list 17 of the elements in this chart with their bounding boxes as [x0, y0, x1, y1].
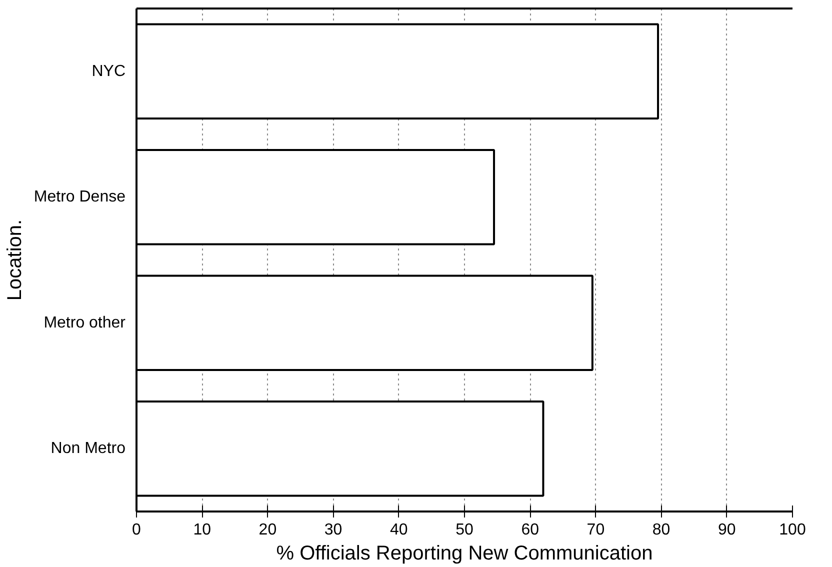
x-tick-label: 70: [586, 522, 605, 538]
x-tick-label: 100: [779, 522, 806, 538]
x-tick-label: 40: [390, 522, 408, 538]
x-tick-label: 90: [718, 522, 736, 538]
y-tick-label: Non Metro: [50, 440, 126, 458]
x-tick-label: 30: [324, 522, 342, 538]
x-tick-label: 60: [521, 522, 540, 538]
y-axis-title: Location.: [4, 219, 26, 301]
x-tick-label: 50: [456, 522, 474, 538]
y-tick-label: Metro Dense: [34, 188, 126, 206]
y-tick-label: Metro other: [44, 314, 126, 332]
x-axis-title: % Officials Reporting New Communication: [276, 542, 653, 564]
x-tick-label: 0: [132, 522, 142, 538]
x-tick-label: 10: [193, 522, 212, 538]
x-tick-label: 80: [652, 522, 670, 538]
y-tick-label: NYC: [92, 62, 126, 80]
x-tick-label: 20: [258, 522, 277, 538]
